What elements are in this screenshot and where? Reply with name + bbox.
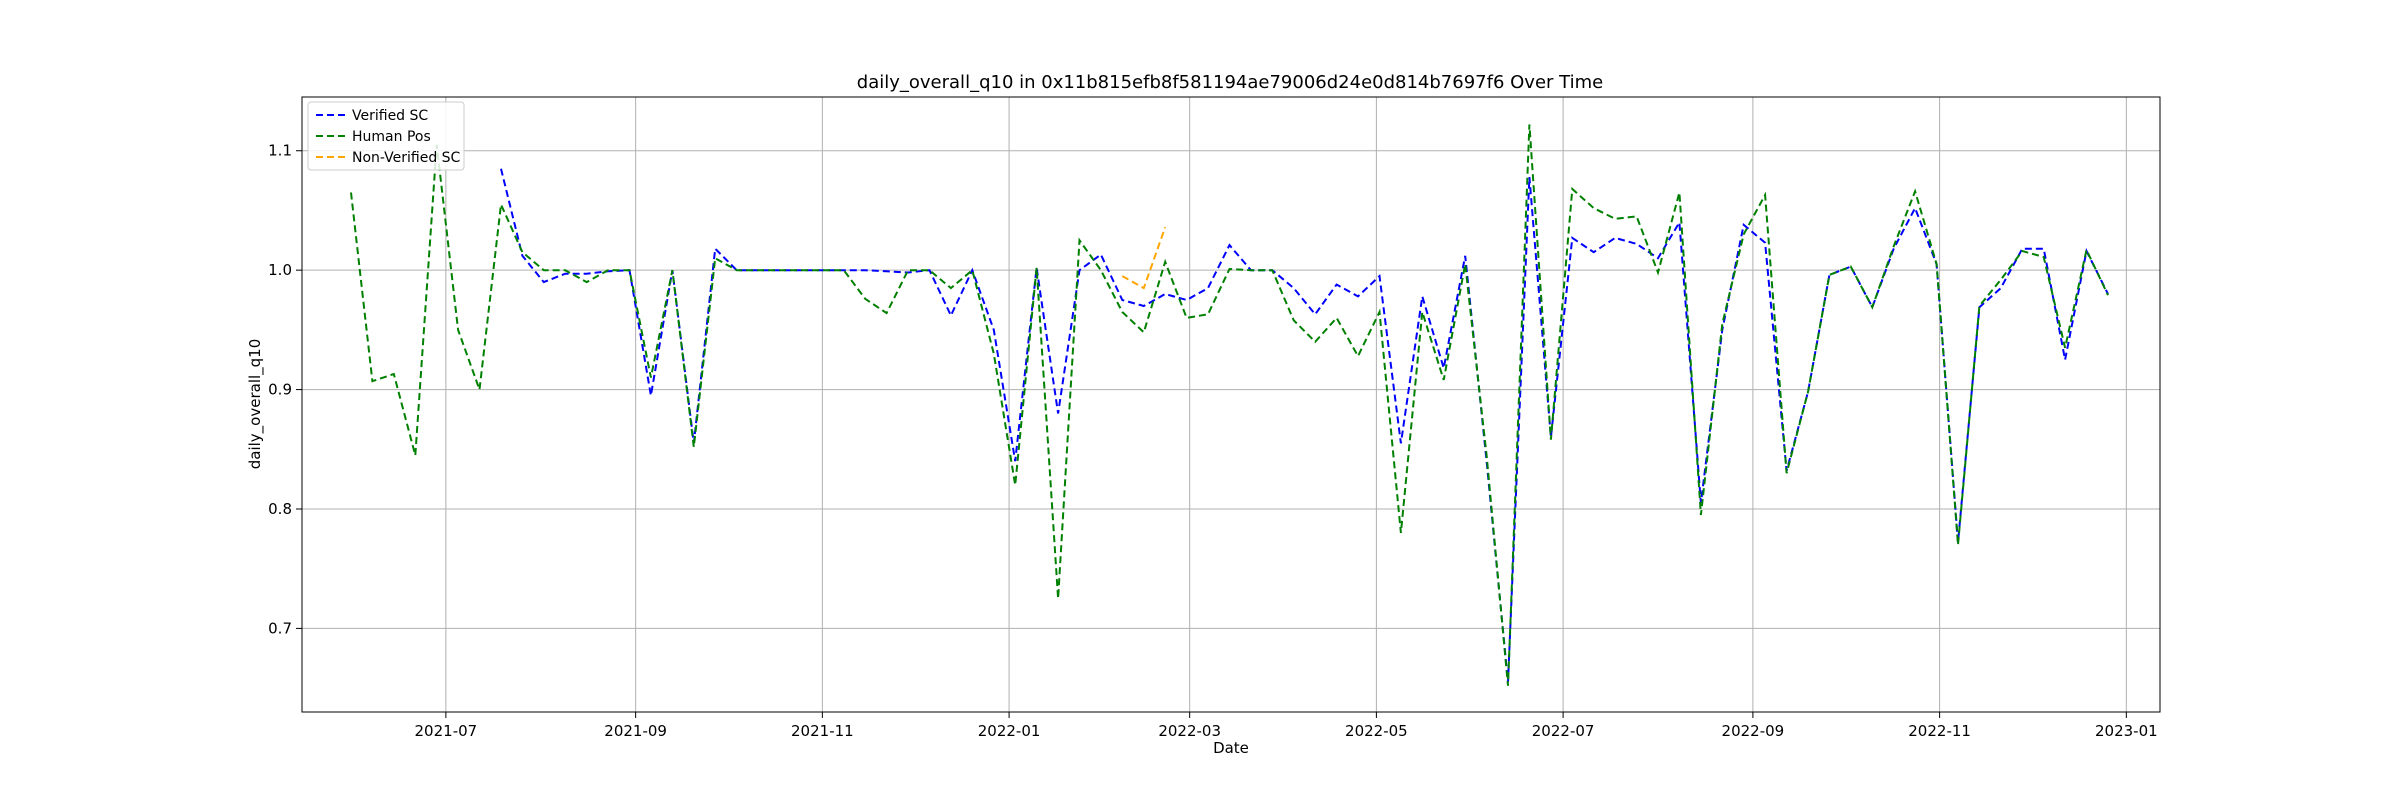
legend-label: Non-Verified SC [352,150,461,166]
x-axis-label: Date [1213,739,1249,757]
y-tick-label: 1.1 [268,142,292,160]
y-tick-label: 0.9 [268,381,292,399]
series-line-1 [350,124,2109,686]
x-tick-label: 2022-11 [1908,722,1971,740]
y-tick-label: 1.0 [268,261,292,279]
series-lines [350,124,2109,686]
series-line-2 [1121,226,1167,290]
legend: Verified SC Human Pos Non-Verified SC [307,101,465,171]
x-tick-label: 2022-05 [1345,722,1408,740]
chart-title: daily_overall_q10 in 0x11b815efb8f581194… [857,72,1603,93]
x-tick-label: 2021-09 [604,722,667,740]
x-tick-label: 2023-01 [2095,722,2158,740]
plot-frame [301,96,2161,713]
ticks: 2021-07 2021-09 2021-11 2022-01 2022-03 2022-… [268,142,2158,740]
grid [302,97,2160,712]
y-tick-label: 0.7 [268,619,292,637]
x-tick-label: 2022-01 [978,722,1041,740]
x-tick-label: 2022-03 [1158,722,1221,740]
y-axis-label: daily_overall_q10 [246,339,265,470]
x-tick-label: 2022-09 [1722,722,1785,740]
x-tick-label: 2022-07 [1532,722,1595,740]
legend-label: Human Pos [352,129,431,145]
legend-label: Verified SC [352,108,428,124]
x-tick-label: 2021-07 [415,722,478,740]
y-tick-label: 0.8 [268,500,292,518]
x-tick-label: 2021-11 [791,722,854,740]
legend-frame [307,101,465,171]
